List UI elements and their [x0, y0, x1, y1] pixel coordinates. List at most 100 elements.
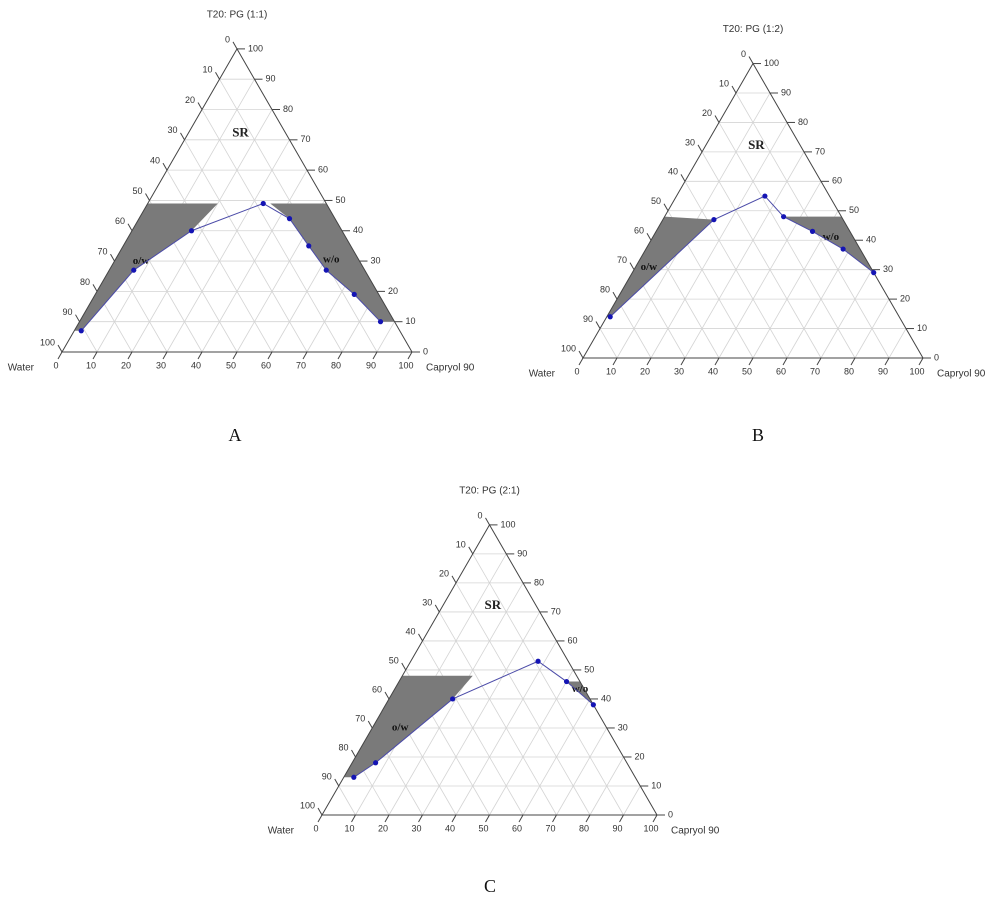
- region-label: w/o: [572, 683, 589, 695]
- right-tick-label: 70: [301, 134, 311, 144]
- tick-mark: [552, 814, 557, 823]
- left-tick-label: 80: [600, 284, 610, 294]
- tick-mark: [782, 357, 788, 366]
- left-tick-label: 100: [40, 337, 55, 347]
- boundary-point: [563, 678, 570, 685]
- grid-line: [438, 611, 557, 816]
- tick-mark: [367, 720, 373, 729]
- bottom-tick-label: 40: [445, 823, 455, 833]
- grid-line: [616, 298, 652, 359]
- tick-mark: [162, 162, 168, 171]
- left-tick-label: 30: [685, 137, 695, 147]
- left-tick-label: 40: [405, 626, 415, 636]
- region-label: SR: [232, 125, 249, 140]
- tick-mark: [485, 517, 490, 526]
- right-tick-label: 100: [248, 43, 263, 53]
- bottom-tick-label: 60: [776, 366, 786, 376]
- grid-line: [556, 727, 608, 816]
- tick-mark: [372, 351, 378, 360]
- grid-line: [522, 698, 591, 816]
- right-tick-label: 90: [781, 87, 791, 97]
- region-label: o/w: [641, 261, 658, 273]
- right-tick-label: 80: [283, 104, 293, 114]
- left-tick-label: 10: [456, 539, 466, 549]
- tick-mark: [578, 357, 584, 366]
- bottom-tick-label: 50: [226, 360, 236, 370]
- left-axis-name: Water: [529, 369, 556, 380]
- left-tick-label: 80: [338, 742, 348, 752]
- phase-region: [783, 216, 874, 273]
- right-tick-label: 100: [764, 58, 779, 68]
- right-axis-name: Capryol 90: [671, 826, 720, 837]
- panel-label: B: [752, 425, 764, 445]
- bottom-tick-label: 90: [878, 366, 888, 376]
- boundary-point: [377, 319, 384, 325]
- grid-line: [472, 553, 624, 816]
- tick-mark: [232, 351, 238, 360]
- left-tick-label: 60: [372, 684, 382, 694]
- grid-line: [422, 611, 541, 816]
- boundary-point: [607, 314, 613, 320]
- right-tick-label: 40: [353, 225, 363, 235]
- tick-mark: [267, 351, 273, 360]
- left-tick-label: 10: [719, 78, 729, 88]
- grid-line: [184, 139, 308, 353]
- left-tick-label: 70: [355, 713, 365, 723]
- tick-mark: [401, 662, 407, 671]
- tick-mark: [816, 357, 822, 366]
- grid-line: [376, 321, 395, 353]
- bottom-tick-label: 70: [810, 366, 820, 376]
- boundary-point: [306, 243, 312, 249]
- left-tick-label: 70: [617, 255, 627, 265]
- tick-mark: [351, 814, 356, 823]
- right-tick-label: 50: [849, 205, 859, 215]
- boundary-point: [78, 328, 84, 334]
- tick-mark: [418, 814, 423, 823]
- region-label: w/o: [823, 231, 840, 243]
- tick-mark: [418, 633, 423, 642]
- tick-mark: [57, 351, 63, 360]
- tick-mark: [215, 71, 220, 80]
- tick-mark: [485, 814, 490, 823]
- tick-mark: [451, 575, 457, 584]
- right-tick-label: 0: [423, 346, 428, 356]
- left-tick-label: 80: [80, 277, 90, 287]
- left-tick-label: 30: [167, 125, 177, 135]
- right-tick-label: 80: [798, 117, 808, 127]
- boundary-point: [351, 774, 357, 780]
- tick-mark: [595, 321, 601, 329]
- left-axis-name: Water: [268, 826, 295, 837]
- left-tick-label: 50: [651, 196, 661, 206]
- tick-mark: [145, 193, 150, 201]
- left-tick-label: 0: [477, 510, 482, 520]
- grid-line: [786, 240, 856, 359]
- right-tick-label: 10: [651, 780, 661, 790]
- bottom-tick-label: 40: [708, 366, 718, 376]
- tick-mark: [680, 174, 686, 182]
- tick-mark: [384, 691, 390, 700]
- grid-line: [589, 756, 624, 816]
- bottom-tick-label: 10: [606, 366, 616, 376]
- tick-mark: [57, 344, 63, 353]
- left-tick-label: 0: [741, 49, 746, 59]
- tick-mark: [697, 144, 703, 153]
- bottom-tick-label: 10: [86, 360, 96, 370]
- bottom-tick-label: 90: [612, 823, 622, 833]
- right-tick-label: 80: [534, 577, 544, 587]
- tick-mark: [646, 232, 652, 241]
- bottom-tick-label: 100: [643, 823, 658, 833]
- boundary-point: [840, 246, 846, 252]
- left-tick-label: 90: [583, 314, 593, 324]
- right-tick-label: 50: [584, 664, 594, 674]
- tick-mark: [317, 814, 323, 823]
- grid-line: [489, 669, 574, 816]
- right-axis-name: Capryol 90: [937, 369, 986, 380]
- left-tick-label: 60: [115, 216, 125, 226]
- bottom-tick-label: 80: [331, 360, 341, 370]
- bottom-tick-label: 50: [742, 366, 752, 376]
- left-tick-label: 40: [150, 156, 160, 166]
- tick-mark: [612, 291, 618, 300]
- tick-mark: [585, 814, 591, 823]
- right-tick-label: 40: [866, 235, 876, 245]
